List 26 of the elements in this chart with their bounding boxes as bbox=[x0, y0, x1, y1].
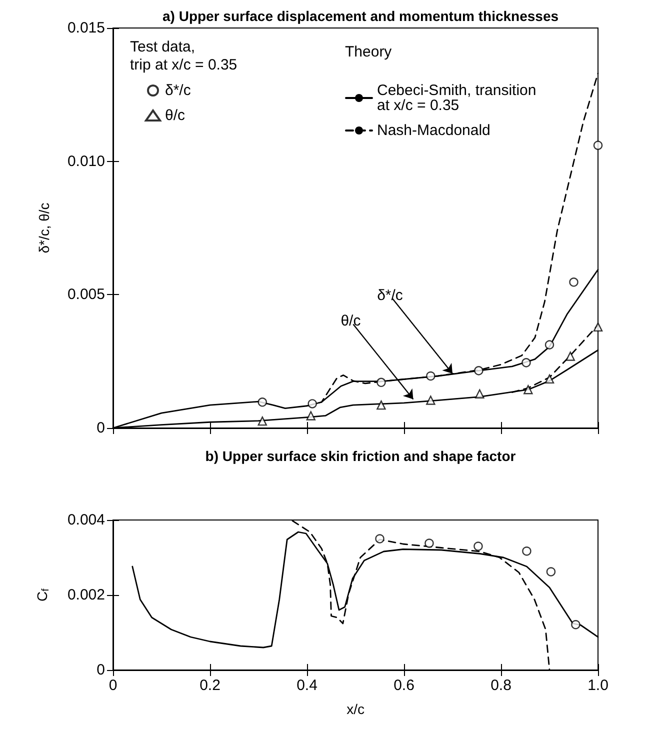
annotation: θ/c bbox=[340, 312, 362, 330]
x-tick-label: 0.8 bbox=[490, 677, 512, 694]
legend-label: Cebeci-Smith, transition at x/c = 0.35 bbox=[377, 82, 536, 114]
y-tick-label: 0.004 bbox=[67, 512, 105, 528]
annotation: Test data, trip at x/c = 0.35 bbox=[130, 38, 238, 74]
legend-label: Nash-Macdonald bbox=[377, 122, 490, 139]
y-tick-label: 0.002 bbox=[67, 586, 105, 604]
annotation: δ*/c bbox=[377, 286, 404, 304]
x-tick-label: 0.2 bbox=[200, 677, 220, 694]
y-tick-label: 0.015 bbox=[67, 20, 105, 36]
y-axis-title: Cf bbox=[34, 588, 52, 602]
x-tick-label: 0.6 bbox=[394, 677, 414, 694]
chart-title: b) Upper surface skin friction and shape factor bbox=[205, 448, 516, 464]
x-axis-title: x/c bbox=[346, 701, 364, 717]
y-tick-label: 0.010 bbox=[67, 152, 105, 170]
legend-label: δ*/c bbox=[165, 82, 192, 99]
x-tick-label: 0 bbox=[108, 677, 118, 694]
y-tick-label: 0 bbox=[96, 662, 105, 678]
y-tick-label: 0 bbox=[96, 420, 105, 436]
chart-title: a) Upper surface displacement and momentum thicknesses bbox=[162, 8, 559, 24]
x-tick-label: 0.4 bbox=[296, 677, 318, 694]
x-tick-label: 1.0 bbox=[588, 677, 608, 694]
y-tick-label: 0.005 bbox=[67, 286, 105, 304]
annotation: Theory bbox=[345, 44, 392, 60]
y-axis-title: δ*/c, θ/c bbox=[36, 202, 52, 254]
legend-label: θ/c bbox=[165, 107, 186, 124]
